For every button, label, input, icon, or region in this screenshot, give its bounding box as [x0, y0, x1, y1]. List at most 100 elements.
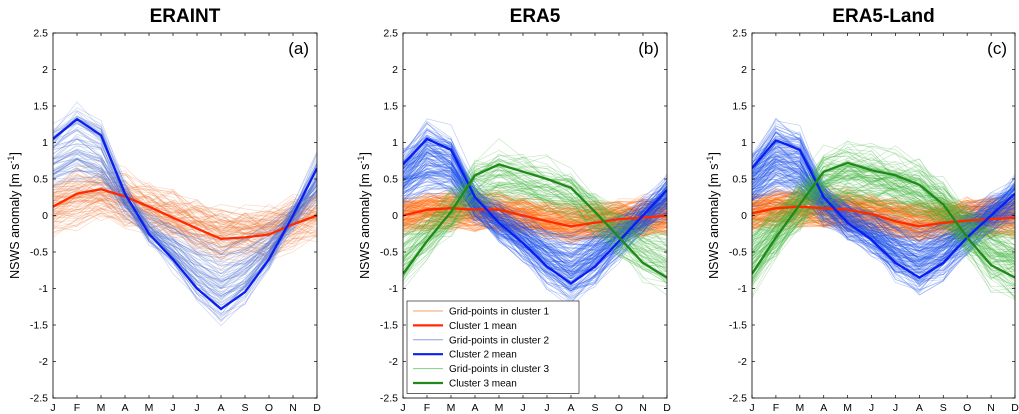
grid-point-line	[403, 129, 667, 277]
grid-point-line	[752, 199, 1015, 223]
grid-point-line	[53, 170, 317, 272]
grid-point-line	[53, 159, 317, 265]
grid-point-line	[403, 159, 667, 281]
grid-point-line	[752, 154, 1015, 252]
grid-point-line	[403, 202, 667, 228]
grid-point-line	[752, 172, 1015, 228]
grid-point-line	[53, 129, 317, 295]
grid-point-line	[403, 193, 667, 220]
grid-point-line	[403, 195, 667, 218]
y-tick-label: 2	[741, 64, 747, 76]
grid-point-line	[403, 167, 667, 239]
grid-point-line	[752, 198, 1015, 220]
grid-point-line	[752, 132, 1015, 267]
grid-point-line	[752, 187, 1015, 219]
grid-point-line	[752, 157, 1015, 245]
y-axis-label-end: ]	[358, 152, 372, 155]
y-tick-label: -0.5	[30, 247, 48, 259]
grid-point-line	[53, 158, 317, 282]
grid-point-line	[53, 158, 317, 267]
grid-point-line	[752, 198, 1015, 232]
grid-point-line	[752, 158, 1015, 262]
grid-point-line	[752, 163, 1015, 246]
grid-point-line	[403, 188, 667, 217]
grid-point-line	[403, 184, 667, 273]
grid-point-line	[53, 120, 317, 319]
grid-point-line	[403, 195, 667, 224]
grid-point-line	[53, 194, 317, 246]
grid-point-line	[752, 212, 1015, 240]
grid-point-line	[53, 176, 317, 237]
grid-point-line	[53, 200, 317, 249]
x-tick-label: O	[963, 402, 971, 414]
x-tick-label: J	[869, 402, 874, 414]
grid-point-line	[53, 158, 317, 290]
grid-point-line	[53, 116, 317, 323]
grid-point-line	[752, 147, 1015, 267]
grid-point-line	[403, 193, 667, 221]
grid-point-line	[752, 207, 1015, 242]
grid-point-line	[53, 212, 317, 253]
y-tick-label: 1	[392, 137, 398, 149]
x-tick-label: A	[121, 402, 128, 414]
grid-point-line	[403, 142, 667, 271]
grid-point-line	[752, 168, 1015, 258]
grid-point-line	[53, 115, 317, 297]
grid-point-line	[752, 203, 1015, 229]
grid-point-line	[752, 187, 1015, 218]
grid-point-line	[403, 152, 667, 300]
grid-point-line	[752, 164, 1015, 273]
y-tick-label: -1.5	[380, 320, 398, 332]
grid-point-line	[53, 200, 317, 248]
grid-point-line	[53, 210, 317, 254]
grid-point-line	[403, 190, 667, 285]
grid-point-line	[403, 182, 667, 237]
grid-point-line	[403, 162, 667, 266]
grid-point-line	[53, 158, 317, 290]
grid-point-line	[752, 215, 1015, 235]
grid-point-line	[752, 205, 1015, 234]
grid-point-line	[403, 138, 667, 296]
grid-point-line	[752, 190, 1015, 211]
grid-point-line	[403, 152, 667, 272]
grid-point-line	[53, 158, 317, 256]
grid-point-line	[403, 195, 667, 214]
grid-point-line	[752, 192, 1015, 226]
grid-point-line	[53, 174, 317, 226]
grid-point-line	[53, 191, 317, 261]
grid-point-line	[403, 196, 667, 216]
grid-point-line	[53, 148, 317, 287]
y-axis-label-end: ]	[707, 152, 721, 155]
grid-point-line	[403, 167, 667, 245]
grid-point-line	[403, 131, 667, 297]
grid-point-line	[53, 101, 317, 303]
x-tick-label: S	[591, 402, 598, 414]
grid-point-line	[53, 153, 317, 280]
grid-point-line	[752, 219, 1015, 241]
grid-point-line	[403, 192, 667, 215]
grid-point-line	[752, 186, 1015, 257]
grid-point-line	[752, 194, 1015, 220]
grid-point-line	[752, 191, 1015, 226]
grid-point-line	[403, 143, 667, 282]
grid-point-line	[752, 174, 1015, 263]
grid-point-line	[53, 191, 317, 235]
grid-point-line	[752, 190, 1015, 263]
grid-point-line	[53, 138, 317, 290]
grid-point-line	[403, 192, 667, 217]
grid-point-line	[752, 197, 1015, 280]
x-tick-label: A	[567, 402, 574, 414]
grid-point-line	[752, 191, 1015, 280]
grid-point-line	[403, 198, 667, 215]
grid-point-line	[53, 192, 317, 235]
grid-point-line	[752, 189, 1015, 216]
grid-point-line	[53, 170, 317, 241]
grid-point-line	[53, 138, 317, 289]
grid-point-line	[403, 217, 667, 237]
grid-point-line	[752, 127, 1015, 285]
grid-point-line	[752, 120, 1015, 262]
grid-point-line	[403, 170, 667, 282]
x-tick-label: J	[400, 402, 405, 414]
grid-point-line	[752, 196, 1015, 224]
grid-point-line	[752, 162, 1015, 243]
